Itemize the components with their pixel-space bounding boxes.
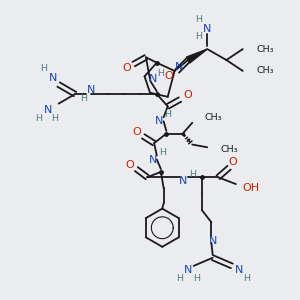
- Text: H: H: [164, 110, 171, 119]
- Text: H: H: [189, 170, 196, 179]
- Text: N: N: [178, 176, 187, 186]
- Text: O: O: [132, 127, 141, 137]
- Text: O: O: [165, 71, 173, 81]
- Text: N: N: [234, 265, 243, 275]
- Text: N: N: [148, 154, 157, 164]
- Text: O: O: [184, 91, 193, 100]
- Text: H: H: [159, 148, 166, 157]
- Text: N: N: [148, 74, 157, 84]
- Text: H: H: [176, 274, 184, 283]
- Text: O: O: [229, 157, 238, 167]
- Polygon shape: [187, 49, 207, 63]
- Text: N: N: [155, 116, 164, 126]
- Text: N: N: [49, 73, 57, 83]
- Text: OH: OH: [243, 183, 260, 193]
- Text: H: H: [35, 114, 42, 123]
- Text: CH₃: CH₃: [205, 113, 222, 122]
- Text: N: N: [87, 85, 96, 95]
- Text: O: O: [122, 63, 131, 73]
- Text: N: N: [174, 62, 183, 72]
- Text: H: H: [158, 69, 164, 78]
- Text: CH₃: CH₃: [256, 45, 274, 54]
- Text: H: H: [196, 15, 202, 24]
- Text: H: H: [196, 32, 202, 41]
- Text: H: H: [80, 94, 87, 103]
- Text: H: H: [40, 64, 47, 73]
- Text: H: H: [243, 274, 250, 283]
- Text: H: H: [193, 274, 200, 283]
- Text: O: O: [125, 160, 134, 170]
- Text: N: N: [203, 24, 212, 34]
- Text: N: N: [184, 265, 192, 275]
- Text: CH₃: CH₃: [221, 146, 238, 154]
- Text: N: N: [44, 106, 52, 116]
- Text: N: N: [208, 236, 217, 246]
- Text: H: H: [51, 114, 58, 123]
- Text: CH₃: CH₃: [256, 66, 274, 75]
